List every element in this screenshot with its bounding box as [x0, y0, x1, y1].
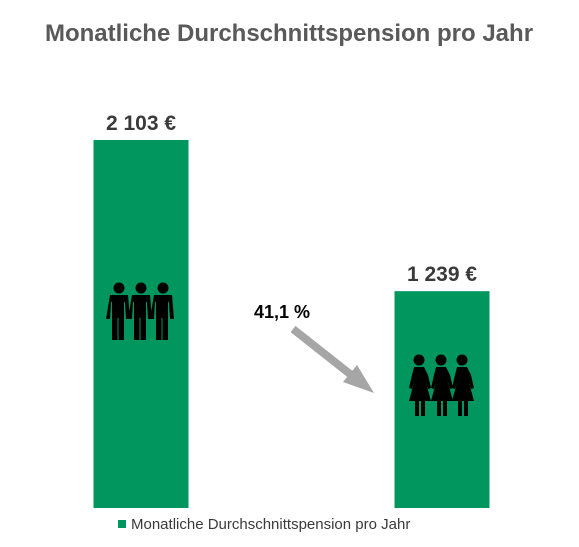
data-label-2: 1 239 €	[407, 263, 477, 286]
legend-swatch	[118, 520, 126, 528]
decrease-arrow-icon	[290, 325, 374, 393]
legend-label: Monatliche Durchschnittspension pro Jahr	[131, 516, 410, 533]
change-percentage-label: 41,1 %	[254, 302, 310, 322]
legend: Monatliche Durchschnittspension pro Jahr	[118, 516, 410, 533]
data-label-1: 2 103 €	[106, 112, 176, 135]
chart-title: Monatliche Durchschnittspension pro Jahr	[45, 20, 533, 47]
